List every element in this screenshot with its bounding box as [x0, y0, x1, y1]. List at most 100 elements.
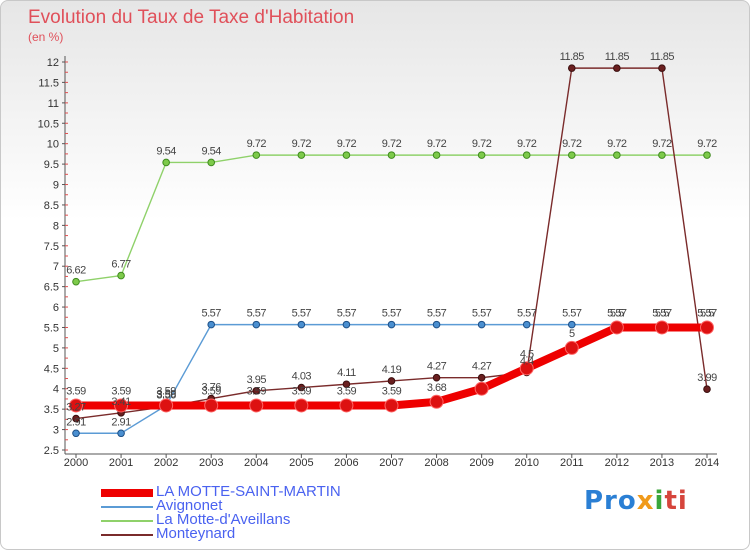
data-point [387, 320, 396, 329]
data-label: 3.99 [697, 372, 717, 384]
legend-swatch [101, 534, 153, 536]
data-label: 5.57 [652, 308, 672, 320]
data-label: 5.57 [337, 308, 357, 320]
data-label: 3.41 [111, 396, 131, 408]
data-label: 9.72 [517, 138, 537, 150]
data-label: 5.57 [427, 308, 447, 320]
x-tick-label: 2013 [650, 457, 674, 469]
data-point [159, 398, 174, 413]
legend-item: LA MOTTE-SAINT-MARTIN [101, 483, 361, 500]
data-point [69, 398, 83, 413]
data-point [477, 373, 486, 382]
data-point [658, 64, 666, 72]
x-tick-label: 2000 [64, 457, 88, 469]
data-point [654, 320, 669, 335]
data-label: 5.57 [292, 308, 312, 320]
data-point [252, 320, 261, 329]
x-tick-label: 2012 [605, 457, 629, 469]
data-label: 11.85 [560, 51, 585, 63]
logo-part-pro: Pro [584, 486, 637, 516]
data-point [477, 151, 486, 159]
data-point [387, 377, 396, 385]
data-label: 3.59 [337, 385, 357, 397]
data-label: 11.85 [650, 51, 675, 63]
data-label: 6.62 [66, 265, 86, 277]
data-point [519, 361, 534, 376]
data-label: 9.72 [382, 138, 402, 150]
x-tick-label: 2008 [424, 457, 448, 469]
data-label: 6.77 [111, 259, 131, 271]
data-label: 4.5 [520, 348, 534, 360]
data-label: 3.59 [202, 385, 222, 397]
data-label: 5.57 [202, 308, 222, 320]
data-point [117, 271, 125, 280]
data-point [114, 398, 129, 413]
logo-part-ti: ti [664, 486, 688, 516]
y-tick-label: 12 [47, 57, 59, 69]
data-label: 5.5 [655, 307, 669, 319]
data-label: 5.5 [610, 307, 624, 319]
data-point [613, 151, 621, 159]
data-label: 5.57 [607, 308, 627, 320]
data-point [384, 398, 399, 413]
data-point [297, 320, 306, 329]
logo-part-x: x [636, 486, 655, 516]
data-label: 5.57 [517, 308, 537, 320]
data-point [207, 158, 216, 167]
x-tick-label: 2001 [109, 457, 133, 469]
data-label: 9.72 [292, 138, 312, 150]
data-label: 3.59 [111, 385, 131, 397]
legend-swatch [101, 506, 153, 508]
data-point [658, 151, 666, 159]
y-tick-label: 4 [53, 384, 59, 396]
data-label: 3.27 [66, 402, 86, 414]
y-tick-label: 11.5 [38, 77, 59, 89]
y-tick-label: 11 [48, 98, 59, 110]
series-line [75, 154, 708, 283]
proxiti-logo: Proxiti [584, 486, 688, 516]
data-point [249, 398, 264, 413]
data-point [522, 320, 531, 329]
data-point [567, 64, 576, 72]
data-point [387, 151, 396, 159]
y-tick-label: 3.5 [44, 404, 59, 416]
data-point [252, 151, 261, 159]
data-label: 9.72 [247, 138, 267, 150]
data-label: 3.76 [202, 382, 222, 394]
data-label: 3.59 [382, 385, 402, 397]
chart-title: Evolution du Taux de Taxe d'Habitation [28, 7, 355, 28]
data-point [342, 151, 351, 159]
legend-label: Monteynard [156, 525, 236, 542]
data-label: 3.59 [156, 388, 176, 400]
data-point [297, 151, 306, 159]
data-label: 5.5 [700, 307, 714, 319]
data-point [432, 373, 441, 382]
data-label: 5 [569, 328, 575, 340]
legend-swatch [101, 520, 153, 522]
data-point [342, 320, 351, 329]
data-point [432, 151, 441, 159]
y-tick-label: 6.5 [44, 282, 59, 294]
data-point [564, 340, 579, 355]
data-label: 3.59 [247, 385, 267, 397]
data-point [339, 398, 354, 413]
data-point [432, 320, 441, 329]
data-label: 9.72 [562, 138, 582, 150]
data-point [429, 394, 444, 409]
data-label: 9.72 [337, 138, 357, 150]
data-label: 9.72 [652, 138, 672, 150]
data-label: 9.72 [607, 138, 627, 150]
data-label: 5.57 [382, 308, 402, 320]
data-label: 9.54 [202, 145, 222, 157]
x-tick-label: 2004 [244, 457, 268, 469]
data-point [72, 429, 80, 438]
data-point [294, 398, 309, 413]
legend-swatch [101, 489, 153, 497]
data-label: 5.57 [697, 308, 717, 320]
data-point [477, 320, 486, 329]
y-tick-label: 10.5 [38, 118, 59, 130]
legend-label: LA MOTTE-SAINT-MARTIN [156, 483, 341, 500]
chart-subtitle: (en %) [28, 30, 64, 44]
logo-part-i: i [654, 486, 665, 516]
